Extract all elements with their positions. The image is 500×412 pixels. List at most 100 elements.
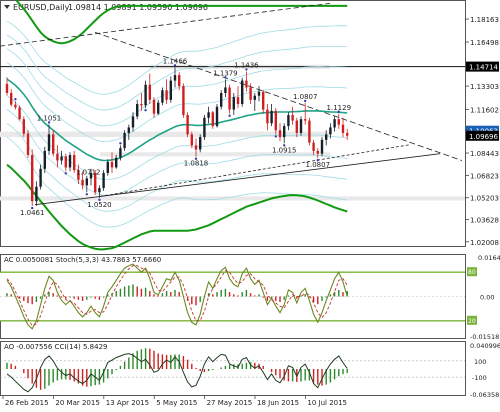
- candle-body: [194, 145, 198, 150]
- candle-body: [249, 87, 252, 100]
- candle-body: [228, 87, 231, 110]
- candle-body: [341, 124, 345, 133]
- trend-line-support-dotted: [99, 144, 411, 197]
- x-tick-label: 20 Mar 2015: [55, 399, 99, 407]
- cci-right-label-100: 100: [474, 358, 486, 366]
- candle-body: [60, 156, 63, 161]
- x-tick-label: 27 May 2015: [207, 399, 253, 407]
- candle-body: [215, 106, 219, 127]
- candle-body: [203, 117, 206, 138]
- price-annotation: 1.0807: [293, 93, 318, 101]
- envelope-upper-line: [14, 0, 348, 45]
- candle-body: [178, 75, 181, 87]
- candle-body: [283, 126, 286, 138]
- candle-body: [169, 80, 172, 100]
- candle-body: [333, 119, 336, 128]
- candle-body: [26, 133, 30, 156]
- candle-body: [127, 127, 130, 133]
- candle-body: [31, 155, 34, 202]
- fractal-dot: [304, 99, 307, 103]
- price-annotation: 1.0915: [272, 146, 297, 154]
- candle-body: [22, 119, 25, 134]
- price-annotation: 1.1051: [37, 115, 62, 123]
- y-tick-label: 1.11602: [470, 106, 499, 114]
- price-annotation: 1.1379: [213, 69, 238, 77]
- candle-body: [5, 83, 9, 93]
- candle-body: [14, 104, 17, 108]
- x-tick-label: 5 May 2015: [156, 399, 197, 407]
- candle-body: [43, 150, 46, 169]
- candle-body: [173, 75, 177, 81]
- fractal-dot: [31, 206, 34, 210]
- zone-band-1: [0, 131, 330, 138]
- candle-body: [207, 112, 210, 118]
- stoch-right-label-top: 0.01647: [478, 254, 500, 262]
- candle-body: [47, 134, 51, 151]
- main-panel-frame: [0, 0, 466, 247]
- price-annotation: 1.0807: [306, 161, 331, 169]
- stoch-indicator-label: AC 0.0050081 Stoch(5,3,3) 43.7863 57.666…: [4, 256, 161, 264]
- stoch-right-label-bottom: -0.01518: [470, 333, 499, 341]
- envelope-lower-line: [6, 163, 348, 251]
- candle-body: [148, 84, 151, 100]
- cci-line: [6, 353, 348, 393]
- band-line-4: [6, 62, 348, 143]
- stoch-80-label-box: [467, 267, 477, 277]
- band-line-3: [6, 95, 348, 181]
- price-label-text: 1.09696: [469, 133, 498, 141]
- candle-body: [110, 161, 114, 168]
- candle-body: [270, 110, 273, 124]
- candle-body: [165, 90, 168, 100]
- candle-body: [140, 104, 143, 106]
- cci-panel-frame: [0, 341, 466, 396]
- band-line-2: [6, 109, 348, 196]
- fractal-dot: [316, 159, 319, 162]
- candle-body: [152, 99, 156, 114]
- candle-body: [73, 155, 76, 171]
- y-tick-label: 1.03628: [470, 216, 499, 224]
- stoch-20-label: 20: [468, 318, 476, 325]
- candle-body: [245, 80, 248, 88]
- candle-body: [266, 109, 269, 124]
- fractal-dot: [173, 64, 177, 67]
- ohlc-label: 1.09814 1.09891 1.09590 1.09696: [68, 3, 208, 12]
- band-line-5: [6, 48, 348, 127]
- band-line-0: [6, 136, 348, 228]
- candle-body: [241, 80, 244, 105]
- x-tick-label: 13 Apr 2015: [106, 399, 149, 407]
- price-label-box: [466, 125, 499, 136]
- fractal-dot: [274, 135, 277, 138]
- symbol-label: EURUSD,Daily: [13, 3, 70, 12]
- price-annotation: 1.0818: [184, 160, 209, 168]
- fractal-dot: [245, 68, 248, 71]
- candle-body: [186, 115, 189, 135]
- fractal-dot: [14, 97, 17, 101]
- candle-body: [224, 87, 227, 93]
- candle-body: [115, 157, 118, 168]
- candle-body: [329, 127, 332, 135]
- candle-body: [299, 119, 303, 133]
- price-annotation: 1.0520: [87, 201, 112, 209]
- candle-body: [236, 97, 240, 105]
- x-tick-label: 26 Feb 2015: [5, 399, 49, 407]
- band-line-1: [6, 122, 348, 212]
- candle-body: [18, 107, 21, 120]
- y-tick-label: 1.16498: [470, 39, 499, 47]
- y-tick-label: 1.06823: [470, 172, 499, 180]
- y-tick-label: 1.02008: [470, 239, 499, 247]
- candle-body: [77, 170, 80, 180]
- candle-body: [119, 148, 122, 158]
- chart-header: EURUSD,Daily 1.09814 1.09891 1.09590 1.0…: [4, 3, 208, 12]
- candle-body: [320, 139, 324, 154]
- y-tick-label: 1.05203: [470, 195, 499, 203]
- y-tick-label: 1.08443: [470, 150, 499, 158]
- x-tick-label: 10 Jul 2015: [307, 399, 347, 407]
- zone-band-3: [0, 196, 465, 201]
- cci-right-label-bottom: -0.06358: [470, 391, 499, 399]
- candle-body: [262, 91, 265, 110]
- candle-body: [308, 120, 311, 143]
- candle-body: [211, 112, 214, 127]
- stoch-80-label: 80: [468, 269, 476, 276]
